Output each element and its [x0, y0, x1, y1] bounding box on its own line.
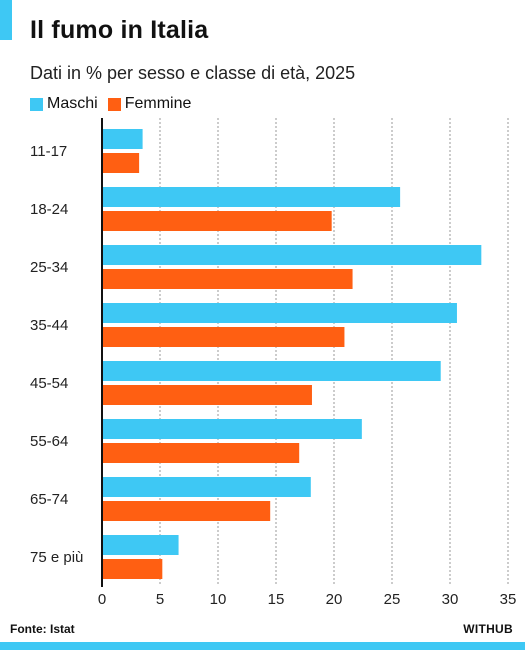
x-tick-label-0: 0 — [98, 591, 106, 608]
bar-maschi-7 — [102, 535, 179, 555]
x-tick-label-25: 25 — [384, 591, 401, 608]
bar-maschi-3 — [102, 303, 457, 323]
bar-maschi-4 — [102, 361, 441, 381]
x-tick-label-20: 20 — [326, 591, 343, 608]
bar-maschi-2 — [102, 245, 482, 265]
x-tick-label-35: 35 — [500, 591, 517, 608]
bottom-accent-bar — [0, 642, 525, 650]
x-tick-label-10: 10 — [210, 591, 227, 608]
legend-swatch-maschi — [30, 97, 43, 111]
bar-maschi-5 — [102, 419, 362, 439]
bar-femmine-5 — [102, 443, 300, 463]
bar-femmine-4 — [102, 385, 312, 405]
bar-femmine-0 — [102, 153, 140, 173]
category-label-3: 35-44 — [30, 317, 68, 334]
legend-swatch-femmine — [107, 97, 121, 111]
category-label-4: 45-54 — [30, 375, 68, 392]
x-tick-label-5: 5 — [156, 591, 164, 608]
bar-femmine-1 — [102, 211, 332, 231]
bar-femmine-3 — [102, 327, 345, 347]
legend: Maschi Femmine — [30, 95, 201, 113]
bar-femmine-2 — [102, 269, 353, 289]
x-tick-label-15: 15 — [268, 591, 285, 608]
source-note: Fonte: Istat — [10, 622, 75, 636]
chart-subtitle: Dati in % per sesso e classe di età, 202… — [30, 63, 356, 83]
category-label-5: 55-64 — [30, 433, 68, 450]
legend-label-maschi: Maschi — [47, 95, 98, 112]
brand-logo-text: WITHUB — [463, 622, 513, 636]
bar-maschi-0 — [102, 129, 143, 149]
category-label-1: 18-24 — [30, 201, 68, 218]
legend-item-femmine: Femmine — [107, 95, 192, 113]
bar-maschi-6 — [102, 477, 311, 497]
category-label-0: 11-17 — [30, 143, 67, 160]
top-accent-bar — [0, 0, 12, 40]
category-label-7: 75 e più — [30, 549, 83, 566]
x-tick-label-30: 30 — [442, 591, 459, 608]
category-label-6: 65-74 — [30, 491, 68, 508]
chart-title: Il fumo in Italia — [30, 16, 209, 44]
bar-maschi-1 — [102, 187, 401, 207]
bar-femmine-7 — [102, 559, 163, 579]
legend-label-femmine: Femmine — [124, 95, 192, 112]
category-label-2: 25-34 — [30, 259, 68, 276]
legend-item-maschi: Maschi — [30, 95, 98, 113]
bar-femmine-6 — [102, 501, 271, 521]
